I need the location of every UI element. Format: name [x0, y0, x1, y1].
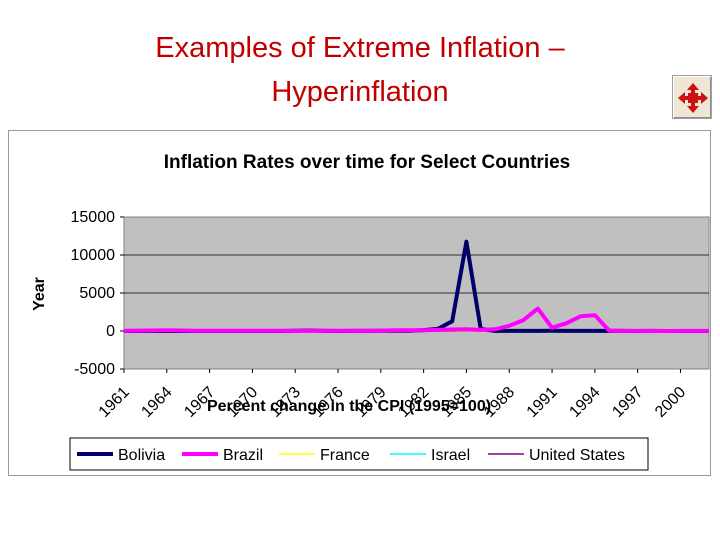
y-axis-label: Year: [31, 277, 48, 311]
legend-label-united_states: United States: [529, 447, 625, 464]
legend: Bolivia Brazil France Israel United States: [69, 437, 649, 471]
chart-frame: Inflation Rates over time for Select Cou…: [8, 130, 711, 476]
y-tick-label: 10000: [71, 247, 116, 264]
legend-label-brazil: Brazil: [223, 447, 263, 464]
expand-arrows-icon: [678, 83, 708, 113]
slide-title-line-1: Examples of Extreme Inflation –: [155, 32, 565, 64]
slide-title: Examples of Extreme Inflation – Hyperinf…: [60, 26, 660, 114]
expand-nav-button[interactable]: [672, 75, 712, 119]
x-axis-label: Percent change in the CPI (1995=100): [207, 398, 491, 415]
slide-title-line-2: Hyperinflation: [271, 76, 449, 108]
x-tick-label: 2000: [652, 384, 689, 421]
x-tick-label: 1991: [524, 384, 561, 421]
x-tick-label: 1994: [566, 384, 603, 421]
y-tick-label: -5000: [74, 361, 115, 378]
series-line-brazil: [123, 306, 709, 333]
y-tick-label: 15000: [71, 209, 116, 226]
x-tick-label: 1997: [609, 384, 646, 421]
y-tick-label: 5000: [79, 285, 115, 302]
legend-label-israel: Israel: [431, 447, 470, 464]
inflation-line-chart: Inflation Rates over time for Select Cou…: [31, 152, 710, 471]
legend-label-bolivia: Bolivia: [118, 447, 165, 464]
y-tick-label: 0: [106, 323, 115, 340]
chart-title: Inflation Rates over time for Select Cou…: [164, 152, 570, 173]
x-tick-label: 1961: [96, 384, 133, 421]
legend-box: [69, 437, 649, 471]
x-tick-label: 1964: [138, 384, 175, 421]
legend-label-france: France: [320, 447, 370, 464]
